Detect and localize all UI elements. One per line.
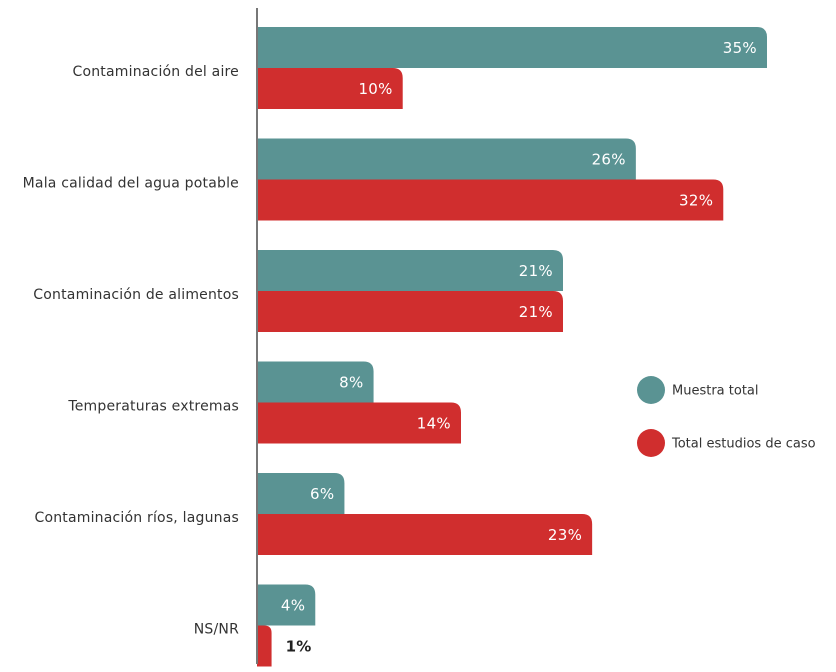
bar-muestra-total-contaminacion-rios-lagunas <box>257 473 345 514</box>
bar-muestra-total-ns-nr <box>257 584 316 626</box>
legend-label-total-estudios-de-caso: Total estudios de caso <box>671 437 816 452</box>
value-label-total-estudios-de-caso-contaminacion-del-aire: 10% <box>358 80 392 98</box>
value-label-total-estudios-de-caso-temperaturas-extremas: 14% <box>417 415 451 433</box>
category-label-contaminacion-rios-lagunas: Contaminación ríos, lagunas <box>34 510 239 526</box>
value-label-muestra-total-ns-nr: 4% <box>281 597 305 615</box>
bars-layer <box>257 27 767 667</box>
value-label-total-estudios-de-caso-ns-nr: 1% <box>286 638 312 656</box>
bar-muestra-total-contaminacion-de-alimentos <box>257 250 563 291</box>
bar-total-estudios-de-caso-contaminacion-rios-lagunas <box>257 514 593 555</box>
value-label-total-estudios-de-caso-contaminacion-rios-lagunas: 23% <box>548 526 582 544</box>
category-label-contaminacion-del-aire: Contaminación del aire <box>72 64 239 80</box>
value-label-muestra-total-mala-calidad-del-agua-potable: 26% <box>592 151 626 169</box>
bar-total-estudios-de-caso-temperaturas-extremas <box>257 402 461 444</box>
bar-muestra-total-mala-calidad-del-agua-potable <box>257 138 636 180</box>
bar-total-estudios-de-caso-contaminacion-del-aire <box>257 68 403 109</box>
legend-marker-total-estudios-de-caso <box>637 429 665 457</box>
legend-marker-muestra-total <box>637 376 665 404</box>
category-label-temperaturas-extremas: Temperaturas extremas <box>67 399 239 415</box>
value-label-muestra-total-temperaturas-extremas: 8% <box>339 374 363 392</box>
value-label-total-estudios-de-caso-contaminacion-de-alimentos: 21% <box>519 303 553 321</box>
bar-muestra-total-temperaturas-extremas <box>257 361 374 403</box>
labels-layer: Contaminación del aire 35% 10% Mala calidad… <box>23 39 757 656</box>
bar-total-estudios-de-caso-mala-calidad-del-agua-potable <box>257 179 724 221</box>
category-label-mala-calidad-del-agua-potable: Mala calidad del agua potable <box>23 176 239 192</box>
bar-total-estudios-de-caso-contaminacion-de-alimentos <box>257 291 563 332</box>
value-label-total-estudios-de-caso-mala-calidad-del-agua-potable: 32% <box>679 192 713 210</box>
value-label-muestra-total-contaminacion-de-alimentos: 21% <box>519 262 553 280</box>
legend-label-muestra-total: Muestra total <box>672 384 759 399</box>
value-label-muestra-total-contaminacion-del-aire: 35% <box>723 39 757 57</box>
value-label-muestra-total-contaminacion-rios-lagunas: 6% <box>310 485 334 503</box>
bar-total-estudios-de-caso-ns-nr <box>257 625 272 667</box>
category-label-ns-nr: NS/NR <box>194 622 239 638</box>
legend: Muestra total Total estudios de caso <box>637 376 816 457</box>
bar-muestra-total-contaminacion-del-aire <box>257 27 767 68</box>
category-label-contaminacion-de-alimentos: Contaminación de alimentos <box>33 287 239 303</box>
